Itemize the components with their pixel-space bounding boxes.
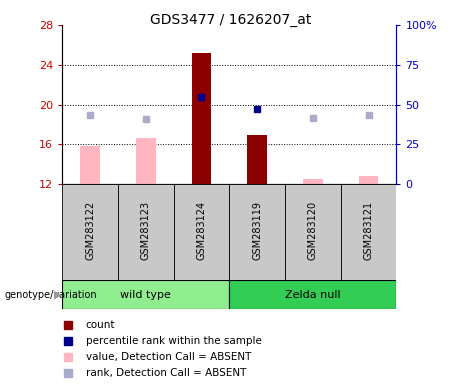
Bar	[229, 184, 285, 280]
Bar	[192, 53, 211, 184]
Bar	[303, 179, 323, 184]
Text: ▶: ▶	[54, 290, 62, 300]
Text: GSM283124: GSM283124	[196, 201, 207, 260]
Bar	[341, 184, 396, 280]
Text: wild type: wild type	[120, 290, 171, 300]
Bar	[285, 184, 341, 280]
Bar	[359, 176, 378, 184]
Text: count: count	[86, 320, 115, 330]
Bar	[229, 280, 396, 309]
Bar	[80, 146, 100, 184]
Bar	[118, 184, 174, 280]
Text: percentile rank within the sample: percentile rank within the sample	[86, 336, 262, 346]
Text: GDS3477 / 1626207_at: GDS3477 / 1626207_at	[150, 13, 311, 27]
Text: Zelda null: Zelda null	[285, 290, 341, 300]
Bar	[62, 184, 118, 280]
Text: GSM283121: GSM283121	[364, 201, 373, 260]
Bar	[174, 184, 229, 280]
Text: GSM283119: GSM283119	[252, 201, 262, 260]
Text: genotype/variation: genotype/variation	[5, 290, 97, 300]
Text: value, Detection Call = ABSENT: value, Detection Call = ABSENT	[86, 352, 251, 362]
Text: GSM283123: GSM283123	[141, 201, 151, 260]
Bar	[248, 134, 267, 184]
Text: GSM283120: GSM283120	[308, 201, 318, 260]
Bar	[136, 137, 155, 184]
Text: rank, Detection Call = ABSENT: rank, Detection Call = ABSENT	[86, 368, 246, 379]
Text: GSM283122: GSM283122	[85, 201, 95, 260]
Bar	[62, 280, 229, 309]
